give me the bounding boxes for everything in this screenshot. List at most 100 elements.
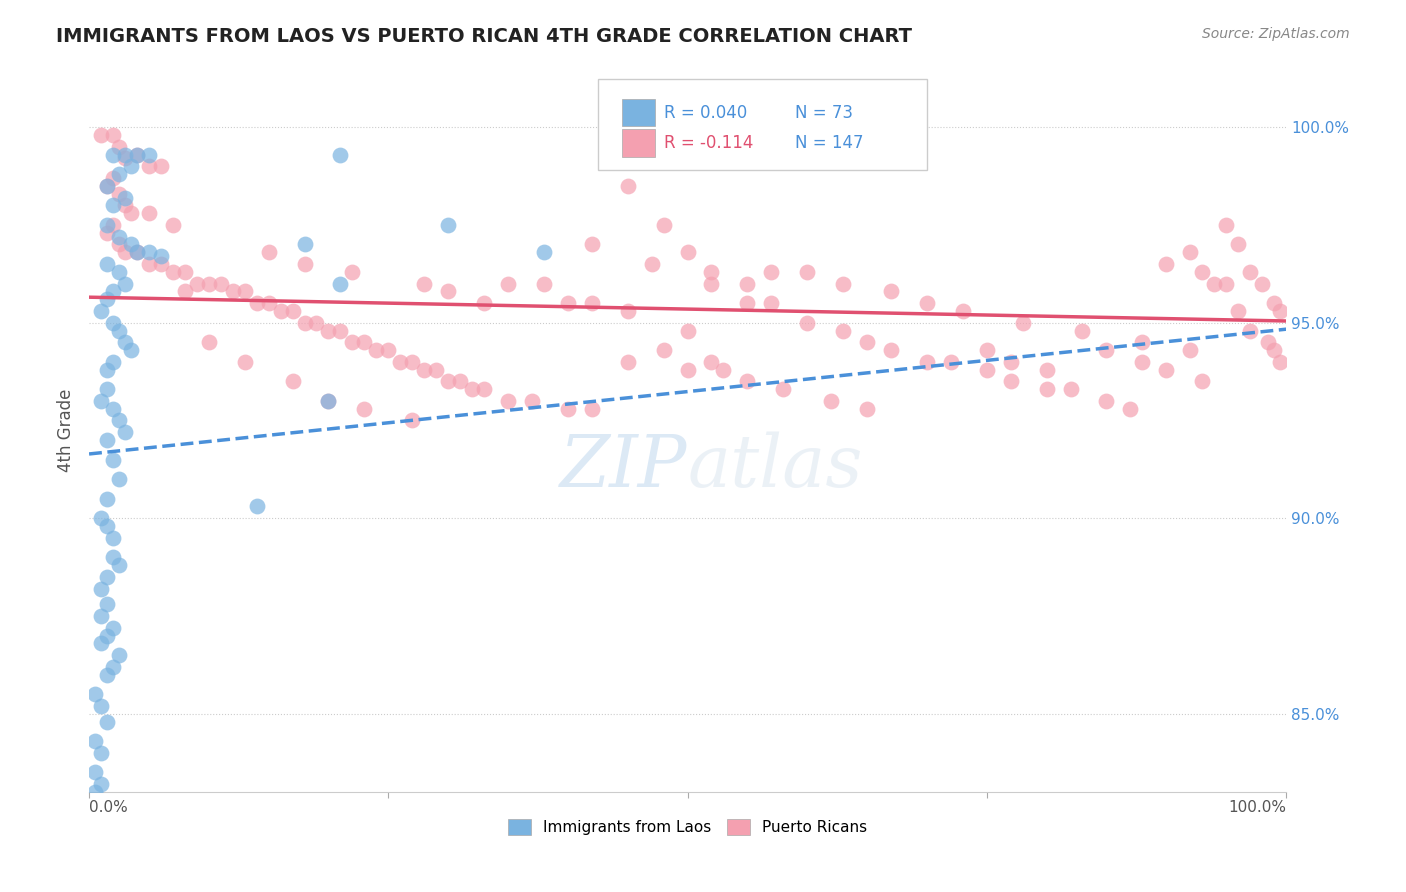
Point bbox=[96, 714, 118, 729]
Point bbox=[329, 324, 352, 338]
Point bbox=[138, 245, 160, 260]
Point bbox=[84, 824, 107, 838]
Point bbox=[401, 355, 423, 369]
Point bbox=[318, 324, 340, 338]
Point bbox=[401, 413, 423, 427]
Point bbox=[1180, 245, 1202, 260]
Point bbox=[101, 285, 124, 299]
Point bbox=[437, 218, 460, 232]
Point bbox=[1154, 362, 1177, 376]
Point bbox=[772, 382, 794, 396]
Point bbox=[318, 393, 340, 408]
Point bbox=[120, 237, 142, 252]
Point bbox=[880, 343, 903, 357]
Point bbox=[108, 324, 131, 338]
Point bbox=[120, 206, 142, 220]
Point bbox=[96, 382, 118, 396]
Point bbox=[138, 206, 160, 220]
Point bbox=[294, 316, 316, 330]
Point bbox=[342, 265, 364, 279]
Point bbox=[281, 375, 304, 389]
Point bbox=[737, 277, 759, 291]
Point bbox=[437, 375, 460, 389]
Point bbox=[496, 393, 519, 408]
Point bbox=[496, 277, 519, 291]
Point bbox=[138, 147, 160, 161]
Point bbox=[1215, 218, 1237, 232]
Point bbox=[101, 198, 124, 212]
Point bbox=[96, 178, 118, 193]
Point bbox=[162, 218, 184, 232]
Point bbox=[761, 296, 783, 310]
Point bbox=[413, 277, 436, 291]
Point bbox=[96, 362, 118, 376]
Point bbox=[197, 277, 219, 291]
Point bbox=[856, 335, 879, 350]
Point bbox=[108, 229, 131, 244]
Point bbox=[197, 335, 219, 350]
Point bbox=[222, 285, 245, 299]
Point bbox=[472, 296, 495, 310]
Point bbox=[114, 152, 136, 166]
Point bbox=[1257, 335, 1279, 350]
Point bbox=[101, 452, 124, 467]
Point bbox=[96, 570, 118, 584]
Point bbox=[1263, 296, 1285, 310]
Point bbox=[101, 531, 124, 545]
Text: Source: ZipAtlas.com: Source: ZipAtlas.com bbox=[1202, 27, 1350, 41]
Text: IMMIGRANTS FROM LAOS VS PUERTO RICAN 4TH GRADE CORRELATION CHART: IMMIGRANTS FROM LAOS VS PUERTO RICAN 4TH… bbox=[56, 27, 912, 45]
Text: N = 147: N = 147 bbox=[796, 134, 863, 152]
Point bbox=[557, 296, 579, 310]
Point bbox=[581, 401, 603, 416]
Point bbox=[114, 198, 136, 212]
Point bbox=[96, 491, 118, 506]
Point bbox=[90, 746, 112, 760]
Point bbox=[84, 805, 107, 819]
Point bbox=[915, 296, 938, 310]
Point bbox=[90, 393, 112, 408]
Point bbox=[676, 362, 699, 376]
Point bbox=[90, 304, 112, 318]
Point bbox=[318, 393, 340, 408]
Point bbox=[108, 413, 131, 427]
Point bbox=[676, 245, 699, 260]
Point bbox=[90, 831, 112, 846]
Point bbox=[1227, 304, 1250, 318]
Point bbox=[138, 257, 160, 271]
Point bbox=[162, 265, 184, 279]
Point bbox=[342, 335, 364, 350]
Point bbox=[1215, 277, 1237, 291]
Point bbox=[90, 128, 112, 142]
Point bbox=[1251, 277, 1274, 291]
Point bbox=[640, 257, 662, 271]
Point bbox=[952, 304, 974, 318]
Point bbox=[90, 777, 112, 791]
Point bbox=[1000, 375, 1022, 389]
Point bbox=[90, 636, 112, 650]
Point bbox=[1180, 343, 1202, 357]
Point bbox=[114, 335, 136, 350]
Point bbox=[533, 245, 555, 260]
Point bbox=[96, 519, 118, 533]
Point bbox=[437, 285, 460, 299]
Point bbox=[270, 304, 292, 318]
Text: N = 73: N = 73 bbox=[796, 103, 853, 121]
Point bbox=[101, 660, 124, 674]
Point bbox=[880, 285, 903, 299]
Legend: Immigrants from Laos, Puerto Ricans: Immigrants from Laos, Puerto Ricans bbox=[508, 819, 868, 835]
Point bbox=[173, 285, 195, 299]
Point bbox=[737, 375, 759, 389]
FancyBboxPatch shape bbox=[621, 99, 655, 127]
Point bbox=[96, 218, 118, 232]
Point bbox=[138, 159, 160, 173]
FancyBboxPatch shape bbox=[598, 79, 927, 169]
Point bbox=[114, 147, 136, 161]
Point bbox=[257, 245, 280, 260]
Point bbox=[84, 785, 107, 799]
Point bbox=[149, 257, 172, 271]
Point bbox=[96, 257, 118, 271]
Point bbox=[84, 687, 107, 701]
Point bbox=[101, 147, 124, 161]
Point bbox=[1239, 324, 1261, 338]
Point bbox=[377, 343, 399, 357]
